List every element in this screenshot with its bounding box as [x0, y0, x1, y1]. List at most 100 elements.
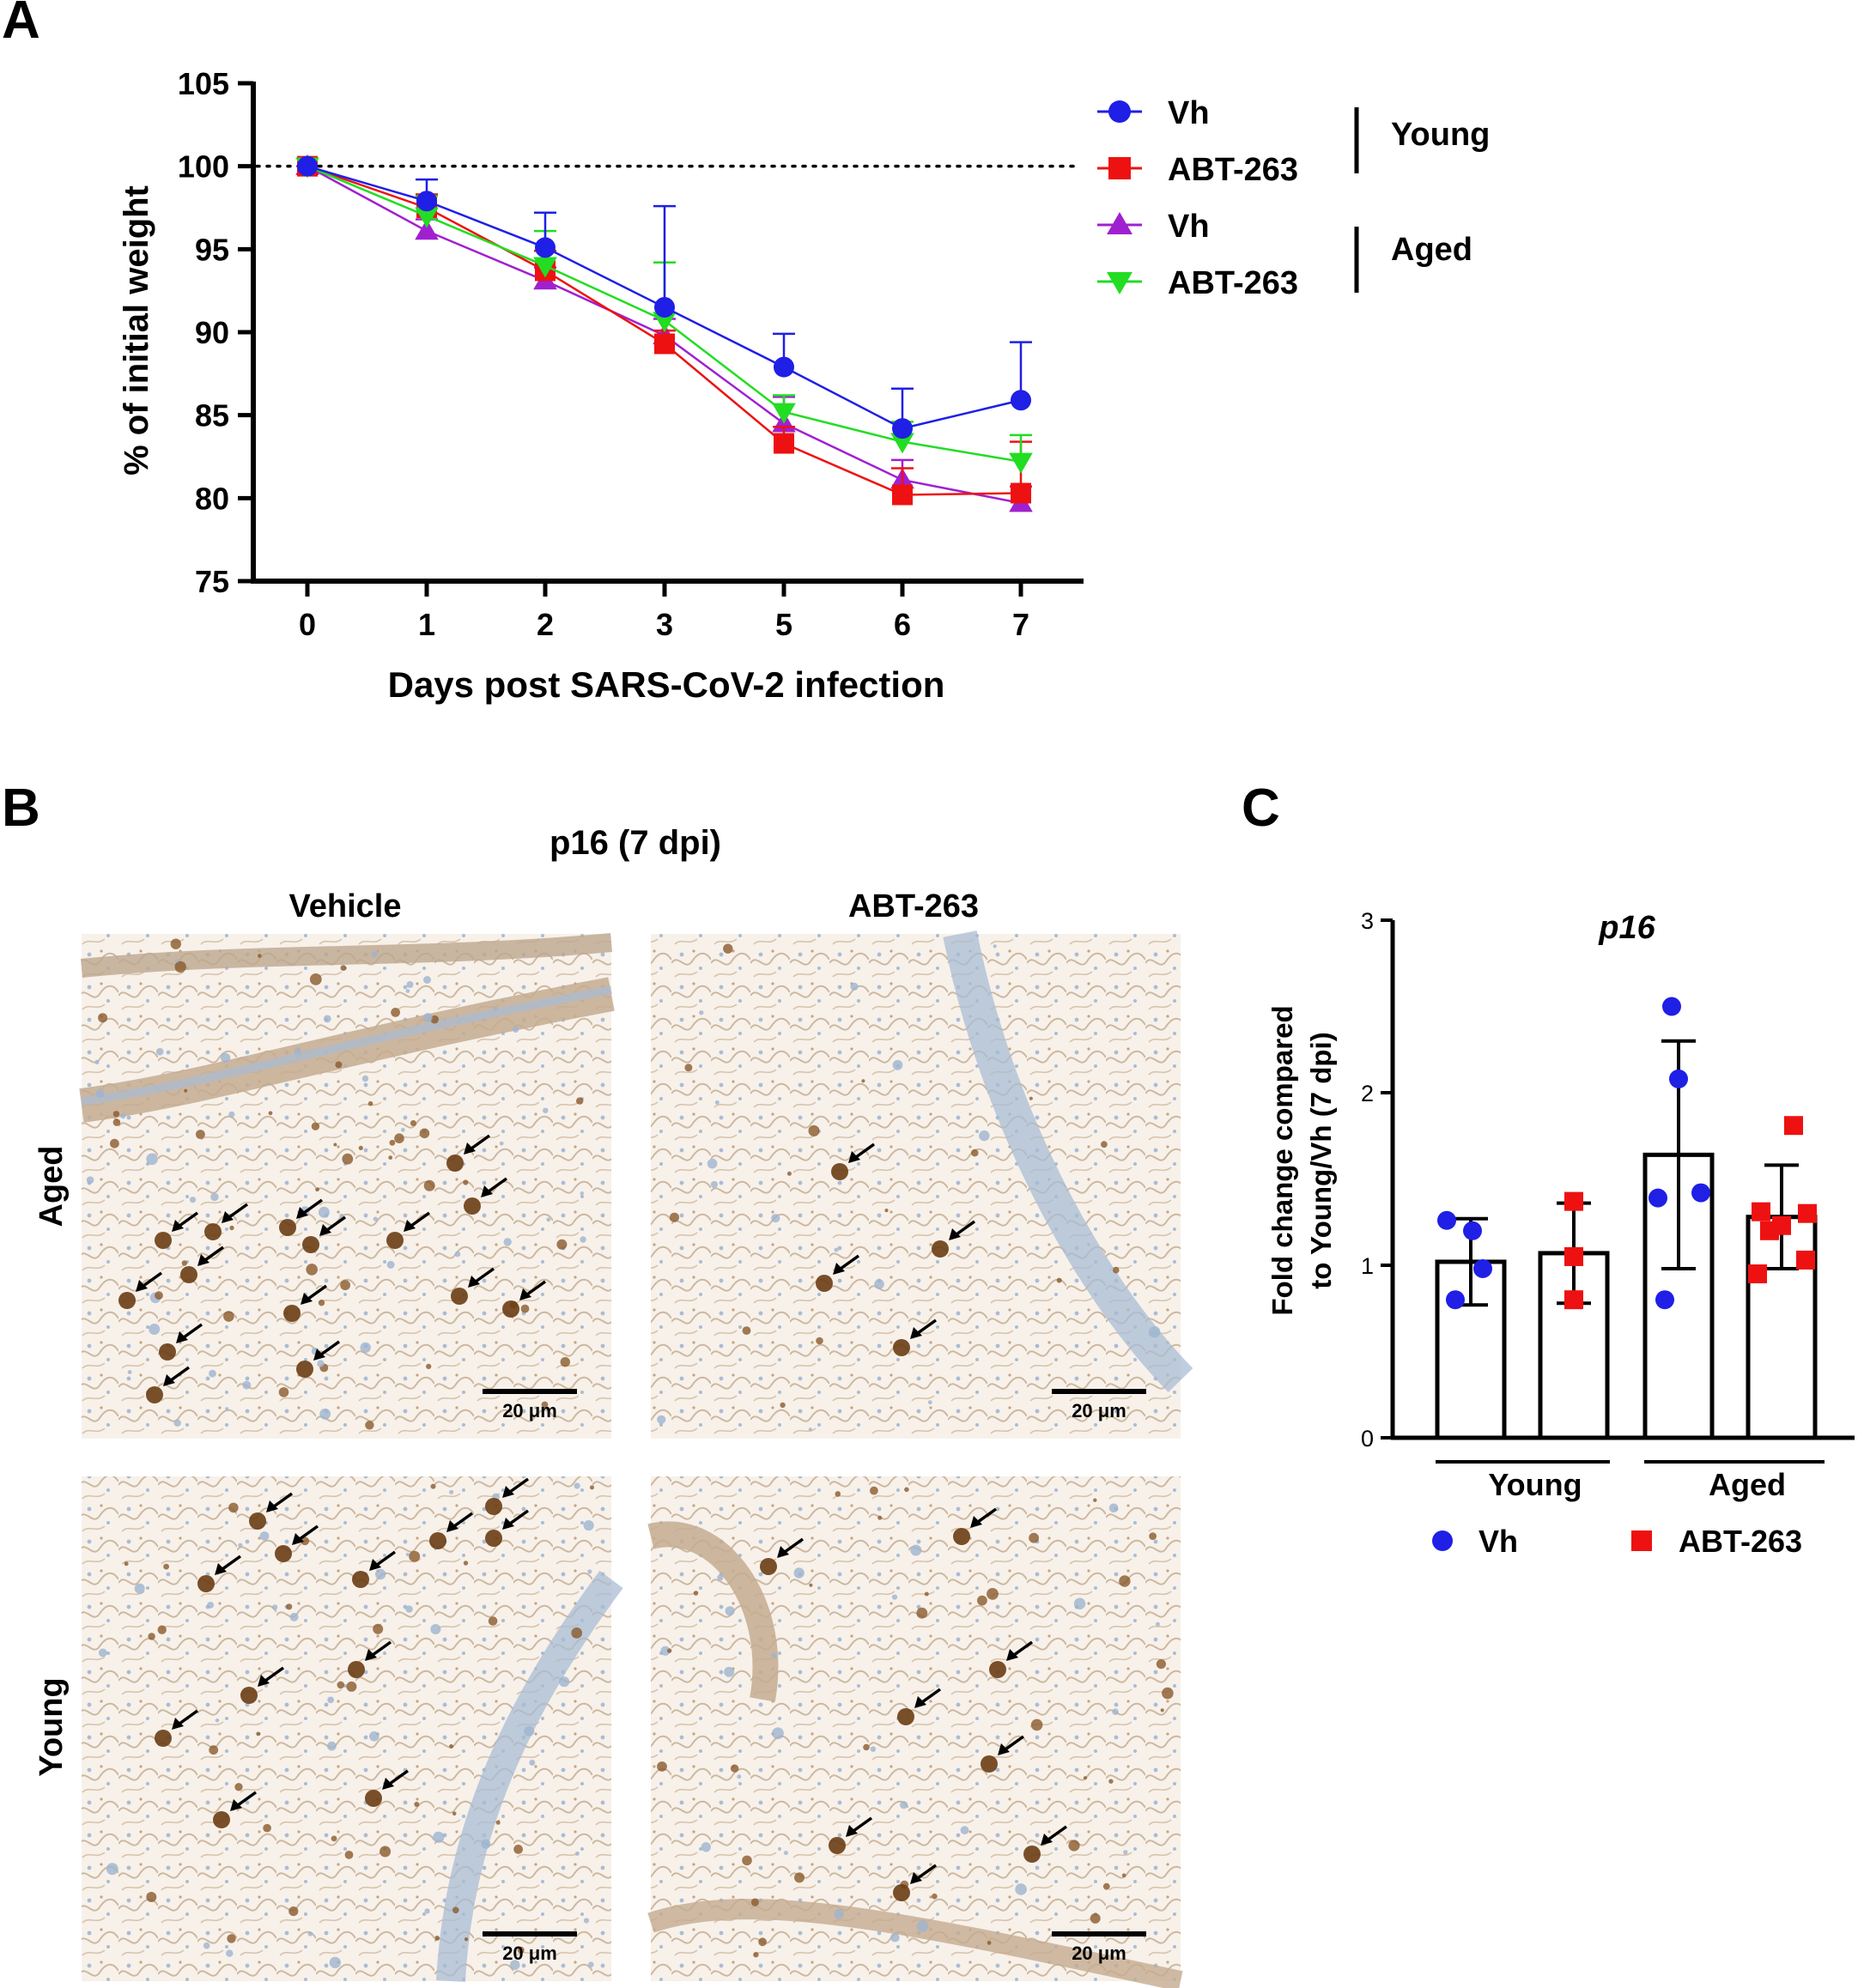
- chart-c-legend-marker-vh: [1432, 1530, 1453, 1551]
- micrograph-arrow-head: [468, 1276, 480, 1288]
- chart-c-point: [1752, 1202, 1770, 1221]
- micrograph-stained-cell: [365, 1790, 382, 1807]
- micrograph-cell: [149, 1324, 161, 1335]
- micrograph-cell: [571, 1627, 583, 1639]
- micrograph-cell: [900, 1801, 908, 1809]
- micrograph-cell: [134, 1583, 145, 1594]
- micrograph-cell: [258, 954, 262, 958]
- micrograph-cell: [319, 1408, 331, 1420]
- micrograph-cell: [786, 1171, 792, 1176]
- micrograph-stained-cell: [118, 1292, 136, 1309]
- micrograph-cell: [524, 1725, 535, 1736]
- micrograph-cell: [1083, 1776, 1088, 1780]
- micrograph-cell: [850, 982, 859, 991]
- micrograph-scale-bar-label: 20 μm: [502, 1400, 557, 1421]
- micrograph-cell: [327, 1741, 337, 1751]
- micrograph-cell: [155, 1291, 163, 1300]
- micrograph-arrow-head: [365, 1649, 377, 1661]
- chart-a-y-tick-label: 85: [195, 398, 229, 433]
- micrograph-cell: [512, 1026, 519, 1033]
- chart-a-legend-marker: [1108, 100, 1131, 123]
- chart-c-bar-group-2: [1642, 997, 1715, 1440]
- chart-c-legend-marker-abt263: [1631, 1530, 1652, 1551]
- micrograph-cell: [371, 951, 378, 958]
- micrograph-cell: [580, 1236, 586, 1243]
- micrograph-cell: [333, 1142, 337, 1147]
- micrograph-arrow-head: [970, 1516, 982, 1528]
- micrograph-cell: [916, 1607, 928, 1619]
- chart-a-x-tick-label: 3: [656, 607, 673, 642]
- micrograph-cell: [1108, 1779, 1114, 1784]
- chart-a-point: [654, 297, 675, 318]
- micrograph-cell: [344, 1851, 354, 1859]
- micrograph-cell: [109, 1138, 119, 1149]
- micrograph-cell: [977, 1595, 987, 1606]
- chart-a-legend-label: ABT-263: [1168, 265, 1298, 301]
- micrograph-cell: [884, 1209, 889, 1213]
- panel-b-row-label-young: Young: [33, 1677, 70, 1776]
- micrograph-cell: [529, 1760, 536, 1766]
- micrograph-cell: [559, 1676, 570, 1688]
- micrograph-arrow-head: [519, 1288, 531, 1300]
- chart-c-point: [1748, 1264, 1767, 1284]
- micrograph-cell: [361, 1075, 369, 1082]
- chart-a-legend-label: Vh: [1168, 209, 1210, 245]
- chart-a-y-tick-label: 80: [195, 481, 229, 516]
- micrograph-stained-cell: [155, 1730, 172, 1747]
- micrograph-cell: [701, 1842, 711, 1852]
- micrograph-cell: [725, 1606, 735, 1616]
- micrograph-cell: [1030, 1718, 1043, 1731]
- micrograph-arrow-head: [382, 1778, 394, 1790]
- micrograph-cell: [993, 944, 997, 949]
- micrograph-cell: [503, 1238, 512, 1246]
- micrograph-cell: [517, 1946, 525, 1954]
- micrograph-cell: [86, 1176, 94, 1184]
- micrograph-cell: [1160, 1708, 1164, 1712]
- micrograph-cell: [181, 1260, 187, 1266]
- micrograph-cell: [463, 1179, 469, 1185]
- micrograph-cell: [587, 1569, 592, 1574]
- micrograph-epithelium: [647, 1521, 779, 1702]
- micrograph-cell: [259, 1531, 270, 1541]
- chart-c-point: [1691, 1183, 1710, 1203]
- micrograph-arrow-head: [369, 1559, 381, 1571]
- chart-c-title: p16: [1598, 910, 1655, 946]
- micrograph-epithelium: [80, 933, 613, 978]
- micrograph-cell: [430, 1015, 440, 1024]
- micrograph-cell: [541, 1401, 549, 1409]
- chart-a-point: [416, 191, 437, 212]
- micrograph-arrow-head: [846, 1825, 858, 1837]
- micrograph-cell: [771, 1652, 777, 1658]
- micrograph-stained-cell: [485, 1498, 502, 1515]
- micrograph-cell: [1108, 1503, 1119, 1513]
- micrograph-cell: [488, 1616, 498, 1626]
- chart-c-y-tick-label: 3: [1361, 908, 1374, 934]
- micrograph-cell: [286, 1603, 293, 1610]
- micrograph-cell: [228, 1111, 235, 1118]
- chart-c-y-tick-label: 2: [1361, 1081, 1374, 1106]
- micrograph-cell: [987, 1588, 999, 1600]
- micrograph-cell: [207, 1602, 215, 1609]
- micrograph-cell: [987, 1941, 992, 1945]
- micrograph-cell: [723, 943, 733, 954]
- micrograph-cell: [426, 1363, 432, 1369]
- chart-a-point: [533, 257, 557, 278]
- micrograph-cell: [184, 1088, 188, 1093]
- micrograph-cell: [400, 1127, 405, 1132]
- micrograph-cell: [323, 1015, 331, 1023]
- chart-c-y-label-line2: to Young/Vh (7 dpi): [1305, 1032, 1337, 1288]
- micrograph-cell: [112, 1111, 120, 1118]
- micrograph-arrow-head: [292, 1533, 304, 1545]
- micrograph-cell: [667, 1648, 672, 1653]
- micrograph-arrow-head: [197, 1254, 209, 1266]
- micrograph-aged-abt263: 20 μm: [651, 930, 1193, 1439]
- chart-c-legend-label-abt263: ABT-263: [1679, 1524, 1802, 1559]
- micrograph-cell: [405, 1605, 413, 1613]
- chart-a-point: [653, 312, 677, 333]
- chart-a-point: [774, 356, 794, 378]
- panel-letter-a: A: [2, 0, 40, 50]
- micrograph-cell: [772, 1727, 784, 1740]
- chart-a-x-tick-label: 5: [775, 607, 792, 642]
- micrograph-stained-cell: [464, 1197, 481, 1215]
- micrograph-cell: [405, 989, 410, 993]
